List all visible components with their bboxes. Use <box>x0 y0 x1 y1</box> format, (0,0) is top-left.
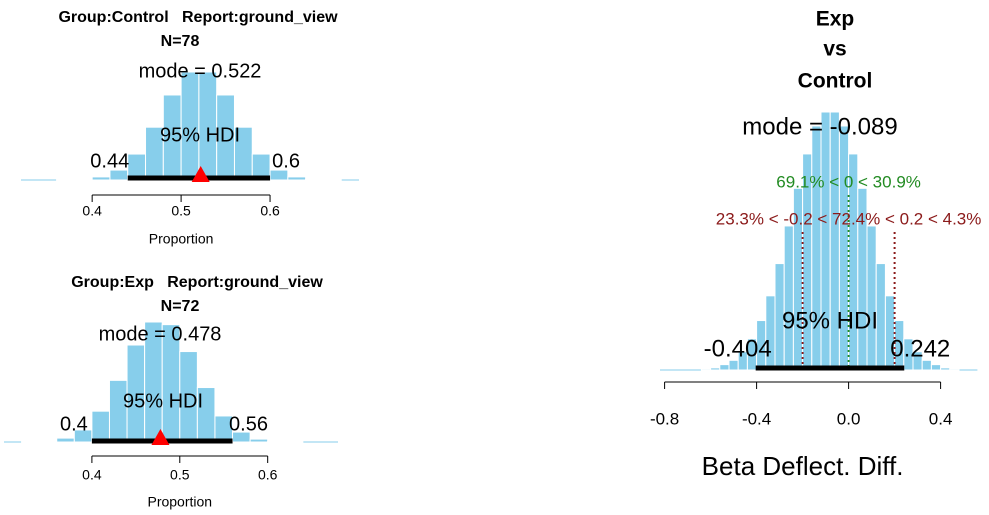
bar <box>38 440 58 443</box>
bar <box>866 225 877 371</box>
x-tick-label: 0.6 <box>258 467 278 483</box>
bar <box>269 169 289 181</box>
x-tick-label: 0.4 <box>82 203 102 219</box>
bar <box>249 438 269 443</box>
x-tick-label: 0.0 <box>837 409 861 428</box>
mode-label: mode = 0.522 <box>139 60 262 82</box>
chart-title: vs <box>823 38 846 61</box>
x-tick-label: 0.5 <box>170 467 190 483</box>
mode-marker <box>151 429 170 445</box>
x-axis-label: Beta Deflect. Diff. <box>702 451 904 481</box>
x-tick-label: -0.8 <box>650 409 679 428</box>
rope-label: 23.3% < -0.2 < 72.4% < 0.2 < 4.3% <box>716 209 982 228</box>
bar <box>305 178 324 181</box>
bar <box>232 431 251 443</box>
chart-subtitle: N=78 <box>161 33 200 50</box>
hdi-high-label: 0.6 <box>272 150 300 172</box>
bar <box>940 367 951 371</box>
x-tick-label: -0.4 <box>742 409 771 428</box>
x-tick-label: 0.6 <box>260 203 280 219</box>
chart-title: Exp <box>816 8 855 31</box>
x-tick-label: 0.5 <box>171 203 191 219</box>
x-axis-label: Proportion <box>149 231 214 247</box>
hdi-low-label: -0.404 <box>704 335 772 362</box>
bar <box>287 176 307 181</box>
bar <box>783 225 794 371</box>
chart-title: Group:Exp Report:ground_view <box>71 274 323 291</box>
bar <box>949 368 960 371</box>
x-tick-label: 0.4 <box>82 467 102 483</box>
hdi-high-label: 0.242 <box>890 335 950 362</box>
chart-title: Group:Control Report:ground_view <box>58 9 338 26</box>
bar <box>710 367 721 371</box>
bar <box>91 410 110 443</box>
hdi-low-label: 0.44 <box>90 150 129 172</box>
bar <box>267 440 286 443</box>
hdi-label: 95% HDI <box>123 390 203 412</box>
chart-title: Control <box>798 70 873 93</box>
bar <box>930 364 942 371</box>
hdi-low-label: 0.4 <box>60 413 88 435</box>
hdi-label: 95% HDI <box>782 307 878 334</box>
hdi-label: 95% HDI <box>160 124 240 146</box>
x-axis-label: Proportion <box>147 494 212 510</box>
bar <box>56 437 75 443</box>
mode-label: mode = 0.478 <box>99 323 222 345</box>
bar <box>91 176 111 181</box>
bar <box>73 178 93 181</box>
chart-subtitle: N=72 <box>161 298 200 315</box>
bar <box>700 368 712 371</box>
mode-marker <box>191 166 210 182</box>
comp-label: 69.1% < 0 < 30.9% <box>776 172 921 191</box>
hdi-high-label: 0.56 <box>229 413 268 435</box>
mode-label: mode = -0.089 <box>742 113 897 140</box>
bar <box>719 364 730 371</box>
x-tick-label: 0.4 <box>929 409 953 428</box>
